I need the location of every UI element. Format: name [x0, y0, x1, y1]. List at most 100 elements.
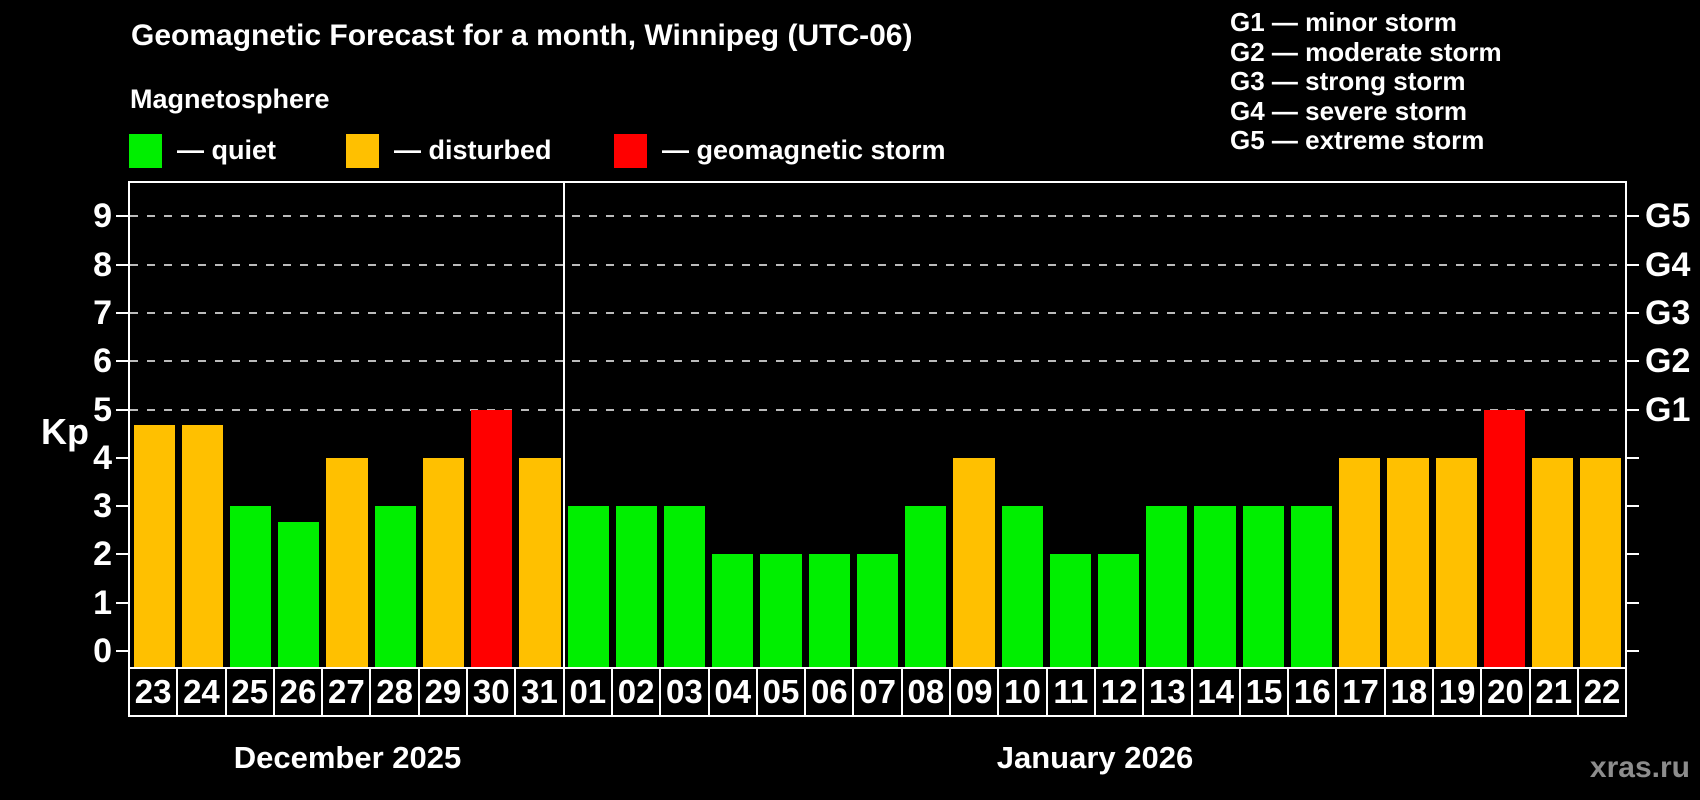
g1-legend-line: G1 — minor storm	[1230, 7, 1457, 37]
y-axis-tick	[116, 601, 130, 604]
day-label-12: 12	[1093, 669, 1142, 715]
kp-bar-day-23	[133, 425, 175, 667]
day-axis-row: 23 24 25 26 27 28 29 30 31 01 02 03 04 05 06 07 08 09 10 11…	[128, 667, 1627, 717]
g-scale-legend: G1 — minor storm G2 — moderate storm G3 …	[1230, 7, 1502, 156]
day-label-16: 16	[1287, 669, 1335, 715]
right-axis-tick	[1625, 601, 1639, 604]
day-label-09: 09	[949, 669, 997, 715]
y-axis-tick	[116, 263, 130, 266]
legend-item-disturbed: — disturbed	[346, 133, 552, 168]
day-label-08: 08	[900, 669, 949, 715]
kp-bar-day-24	[181, 425, 223, 667]
right-axis-tick	[1625, 505, 1639, 508]
kp-bar-day-01	[567, 506, 609, 667]
kp-bar-day-11	[1049, 554, 1091, 667]
day-label-04: 04	[707, 669, 756, 715]
kp-bar-day-20	[1483, 409, 1526, 667]
y-axis-tick-label: 9	[93, 197, 112, 236]
day-label-24: 24	[176, 669, 224, 715]
quiet-color-swatch	[129, 133, 162, 168]
kp-bar-day-30	[471, 409, 513, 667]
day-label-25: 25	[224, 669, 273, 715]
g4-legend-line: G4 — severe storm	[1230, 95, 1468, 126]
day-label-03: 03	[659, 669, 707, 715]
y-axis-tick-label: 0	[93, 632, 112, 670]
storm-legend-label: — geomagnetic storm	[662, 135, 946, 165]
day-label-19: 19	[1432, 669, 1480, 715]
kp-bar-day-26	[278, 522, 320, 667]
kp-bar-day-16	[1290, 506, 1333, 667]
y-axis-tick-label: 5	[93, 390, 112, 429]
g2-legend-line: G2 — moderate storm	[1230, 36, 1502, 67]
y-axis-tick-label: 4	[93, 438, 112, 477]
kp-bar-day-29	[422, 457, 465, 667]
kp-bar-day-04	[712, 554, 754, 667]
right-axis-label-g5: G5	[1645, 197, 1691, 236]
day-label-31: 31	[514, 669, 562, 715]
month-separator-line	[563, 183, 566, 667]
kp-bar-day-28	[374, 506, 416, 667]
month-label-december: December 2025	[233, 740, 462, 775]
kp-bar-day-05	[760, 554, 802, 667]
kp-bar-day-21	[1532, 457, 1574, 667]
y-axis-tick-label: 1	[93, 583, 112, 622]
day-label-10: 10	[997, 669, 1045, 715]
quiet-legend-label: — quiet	[177, 135, 276, 165]
gridline-kp5	[130, 408, 1625, 411]
kp-bar-day-06	[808, 554, 850, 667]
y-axis-tick	[116, 311, 130, 314]
day-label-07: 07	[852, 669, 900, 715]
day-label-15: 15	[1238, 669, 1287, 715]
y-axis-tick	[116, 505, 130, 508]
day-label-26: 26	[272, 669, 321, 715]
y-axis-tick	[116, 360, 130, 363]
kp-bar-day-17	[1339, 457, 1381, 667]
kp-bar-day-02	[615, 506, 657, 667]
day-label-27: 27	[321, 669, 369, 715]
kp-bar-day-07	[856, 554, 899, 667]
day-label-05: 05	[755, 669, 804, 715]
kp-bar-day-18	[1387, 457, 1429, 667]
kp-bar-day-27	[326, 457, 368, 667]
kp-bar-day-22	[1580, 457, 1622, 667]
kp-bar-day-10	[1001, 506, 1043, 667]
legend-item-storm: — geomagnetic storm	[614, 133, 946, 168]
day-label-23: 23	[134, 673, 172, 710]
y-axis-tick-label: 8	[93, 245, 112, 284]
gridline-kp6	[130, 360, 1625, 363]
y-axis-tick	[116, 215, 130, 218]
disturbed-legend-label: — disturbed	[394, 135, 552, 165]
right-axis-tick	[1625, 311, 1639, 314]
kp-bar-day-08	[905, 506, 947, 667]
y-axis-tick-label: 2	[93, 535, 112, 574]
legend-item-quiet: — quiet	[129, 133, 276, 168]
chart-title: Geomagnetic Forecast for a month, Winnip…	[131, 19, 913, 52]
y-axis-tick-label: 7	[93, 293, 112, 332]
kp-bar-day-12	[1098, 554, 1140, 667]
right-axis-label-g1: G1	[1645, 390, 1691, 429]
kp-bar-day-25	[229, 506, 272, 667]
kp-bar-day-19	[1435, 457, 1477, 667]
day-label-29: 29	[417, 669, 466, 715]
kp-bar-day-15	[1242, 506, 1284, 667]
g3-legend-line: G3 — strong storm	[1230, 66, 1466, 97]
gridline-kp8	[130, 263, 1625, 266]
magnetosphere-label: Magnetosphere	[130, 84, 330, 114]
day-label-28: 28	[369, 669, 417, 715]
day-label-06: 06	[804, 669, 852, 715]
kp-bar-day-09	[953, 457, 995, 667]
y-axis-tick	[116, 408, 130, 411]
day-label-17: 17	[1335, 669, 1383, 715]
day-label-21: 21	[1528, 669, 1577, 715]
y-axis-tick	[116, 650, 130, 652]
kp-bar-day-03	[663, 506, 706, 667]
day-label-01: 01	[562, 669, 611, 715]
right-axis-tick	[1625, 215, 1639, 218]
gridline-kp9	[130, 215, 1625, 218]
kp-bar-day-13	[1146, 506, 1188, 667]
day-label-13: 13	[1142, 669, 1190, 715]
disturbed-color-swatch	[346, 133, 379, 168]
storm-color-swatch	[614, 133, 647, 168]
y-axis-tick-label: 3	[93, 487, 112, 526]
